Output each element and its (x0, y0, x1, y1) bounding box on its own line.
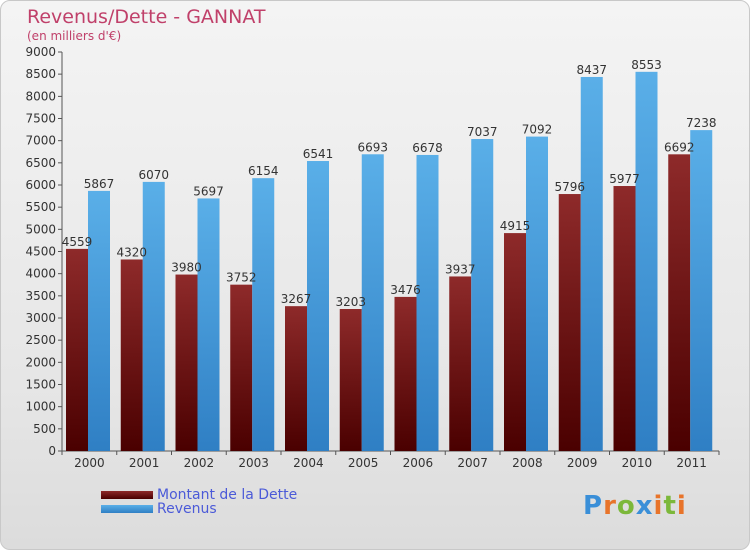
bar-dette (285, 306, 307, 451)
y-tick-label: 5000 (25, 222, 56, 236)
y-tick-label: 9000 (25, 45, 56, 59)
bar-dette (120, 259, 143, 451)
bar-dette (668, 154, 691, 451)
bar-dette (66, 248, 88, 451)
y-tick-label: 6000 (25, 178, 56, 192)
y-tick-label: 8000 (25, 89, 56, 103)
data-label-dette: 3980 (171, 261, 202, 275)
bar-revenus (580, 76, 603, 452)
bar-revenus (88, 190, 110, 451)
proxiti-logo: Proxiti (583, 491, 687, 521)
y-tick-label: 4500 (25, 245, 56, 259)
x-tick-label: 2010 (622, 456, 653, 470)
legend-label-revenus: Revenus (157, 501, 217, 517)
data-label-dette: 4915 (500, 219, 531, 233)
y-tick-label: 2500 (25, 333, 56, 347)
bar-dette (394, 296, 417, 451)
data-label-revenus: 8553 (631, 58, 662, 72)
x-tick-label: 2001 (129, 456, 160, 470)
x-tick-label: 2009 (567, 456, 598, 470)
data-label-dette: 3937 (445, 262, 476, 276)
bar-dette (449, 276, 472, 451)
x-tick-label: 2002 (184, 456, 215, 470)
x-tick-label: 2007 (457, 456, 488, 470)
data-label-dette: 4559 (62, 235, 93, 249)
legend-label-dette: Montant de la Dette (157, 487, 298, 503)
data-label-dette: 4320 (116, 245, 147, 259)
data-label-dette: 5977 (609, 172, 640, 186)
y-tick-label: 3000 (25, 311, 56, 325)
bar-revenus (526, 136, 548, 451)
bar-dette (613, 186, 636, 452)
y-tick-label: 8500 (25, 67, 56, 81)
bar-revenus (142, 181, 165, 451)
y-tick-label: 3500 (25, 289, 56, 303)
x-tick-label: 2006 (403, 456, 434, 470)
bar-revenus (471, 139, 494, 451)
data-label-revenus: 6541 (303, 147, 334, 161)
y-tick-label: 4000 (25, 267, 56, 281)
y-tick-label: 2000 (25, 355, 56, 369)
data-label-dette: 5796 (554, 180, 585, 194)
data-label-revenus: 7037 (467, 125, 498, 139)
data-label-dette: 3752 (226, 271, 257, 285)
y-tick-label: 1500 (25, 378, 56, 392)
bar-revenus (416, 154, 439, 451)
x-tick-label: 2000 (74, 456, 105, 470)
chart-subtitle: (en milliers d'€) (27, 29, 122, 43)
bar-revenus (197, 198, 220, 451)
legend-item-revenus: Revenus (101, 501, 217, 517)
x-tick-label: 2008 (512, 456, 543, 470)
data-label-revenus: 7238 (686, 116, 717, 130)
data-label-revenus: 5867 (84, 177, 115, 191)
legend-swatch-dette (101, 491, 153, 499)
bar-revenus (361, 154, 384, 452)
y-tick-label: 6500 (25, 156, 56, 170)
x-tick-label: 2003 (238, 456, 269, 470)
data-label-dette: 6692 (664, 140, 695, 154)
bar-revenus (635, 71, 658, 451)
bar-dette (230, 284, 253, 451)
legend-item-dette: Montant de la Dette (101, 487, 297, 503)
y-tick-label: 500 (33, 422, 56, 436)
y-tick-label: 1000 (25, 400, 56, 414)
y-tick-label: 7000 (25, 134, 56, 148)
x-tick-label: 2005 (348, 456, 379, 470)
y-tick-label: 5500 (25, 200, 56, 214)
data-label-revenus: 6154 (248, 164, 279, 178)
y-tick-label: 7500 (25, 112, 56, 126)
data-label-revenus: 7092 (522, 123, 553, 137)
data-label-dette: 3267 (281, 292, 312, 306)
bar-dette (558, 194, 581, 451)
data-label-revenus: 5697 (193, 184, 224, 198)
data-label-revenus: 6070 (138, 168, 169, 182)
bar-dette (339, 309, 362, 451)
data-label-dette: 3203 (335, 295, 366, 309)
bar-dette (175, 274, 198, 451)
data-label-revenus: 8437 (576, 63, 607, 77)
bar-dette (504, 233, 526, 451)
x-tick-label: 2011 (676, 456, 707, 470)
bar-revenus (307, 161, 329, 451)
data-label-dette: 3476 (390, 283, 421, 297)
data-label-revenus: 6693 (357, 140, 388, 154)
legend-swatch-revenus (101, 505, 153, 513)
x-tick-label: 2004 (293, 456, 324, 470)
bar-revenus (690, 130, 713, 451)
data-label-revenus: 6678 (412, 141, 443, 155)
y-tick-label: 0 (48, 444, 56, 458)
bar-revenus (252, 178, 275, 451)
chart-title: Revenus/Dette - GANNAT (27, 6, 266, 28)
